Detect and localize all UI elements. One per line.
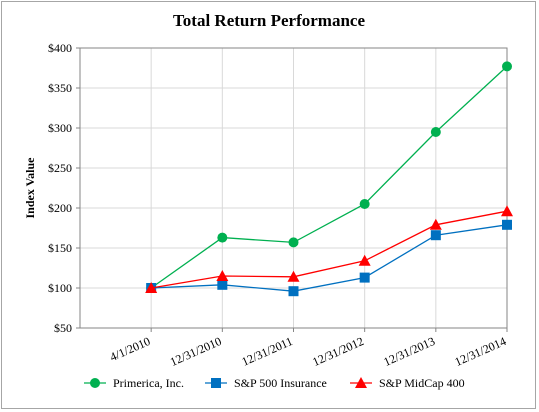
y-tick-labels: $50 $100 $150 $200 $250 $300 $350 $400 [48,41,72,335]
axes [76,47,508,332]
data-point [430,127,441,137]
legend-item: S&P MidCap 400 [350,376,465,390]
series-lines [145,61,513,297]
data-point [358,254,371,266]
legend-label: Primerica, Inc. [113,376,184,390]
y-tick-label: $50 [54,321,72,335]
data-point [216,270,229,281]
data-point [502,219,512,230]
data-point [359,199,370,209]
data-point [288,237,299,248]
series-line [151,224,508,292]
series-line [151,210,508,289]
x-tick-label: 12/31/2011 [239,334,294,369]
legend-label: S&P MidCap 400 [379,376,465,390]
x-tick-label: 12/31/2010 [168,334,224,369]
y-axis-label: Index Value [23,157,37,219]
series-1 [146,219,512,297]
data-point [502,61,512,72]
legend: Primerica, Inc. S&P 500 Insurance S&P MidC… [84,376,465,390]
x-tick-label: 12/31/2012 [310,334,366,369]
x-tick-label: 12/31/2014 [453,334,509,369]
x-tick-label: 4/1/2010 [108,334,153,364]
y-tick-label: $300 [48,121,72,135]
data-point [430,230,441,241]
x-tick-labels: 4/1/2010 12/31/2010 12/31/2011 12/31/2012 12… [108,334,509,369]
series-line [150,65,508,289]
legend-item: S&P 500 Insurance [205,376,327,390]
grid-lines [80,47,508,328]
data-point [287,270,300,282]
y-tick-label: $100 [48,281,72,295]
data-point [145,282,158,293]
legend-marker [90,378,100,388]
y-tick-label: $200 [48,201,72,215]
y-tick-label: $250 [48,161,72,175]
data-point [288,286,299,297]
data-point [429,218,442,230]
x-tick-label: 12/31/2013 [381,334,437,369]
series-0 [146,61,512,293]
legend-marker [211,378,221,388]
legend-marker [355,377,367,388]
data-point [501,205,513,217]
y-tick-label: $400 [48,41,72,55]
chart-title: Total Return Performance [173,11,365,30]
legend-item: Primerica, Inc. [84,376,184,390]
y-tick-label: $350 [48,81,72,95]
data-point [359,272,370,283]
legend-label: S&P 500 Insurance [234,376,327,390]
data-point [217,232,228,243]
data-point [217,279,228,290]
plot-area-border [79,47,508,329]
series-2 [145,205,513,293]
y-tick-label: $150 [48,241,72,255]
